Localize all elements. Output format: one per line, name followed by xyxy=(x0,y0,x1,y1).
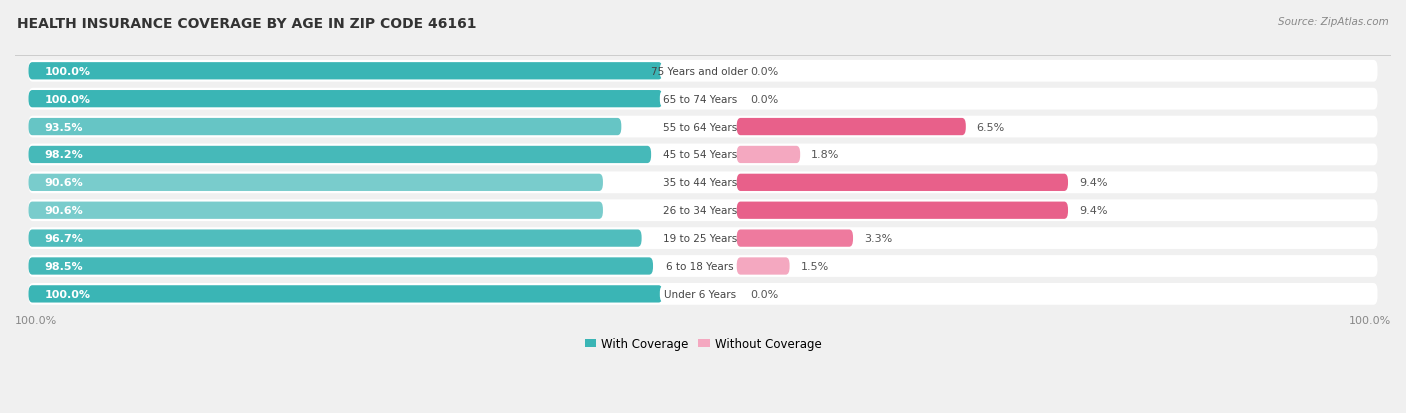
FancyBboxPatch shape xyxy=(659,230,733,247)
Text: 9.4%: 9.4% xyxy=(1078,206,1108,216)
Text: 93.5%: 93.5% xyxy=(45,122,83,132)
FancyBboxPatch shape xyxy=(659,147,733,163)
FancyBboxPatch shape xyxy=(28,285,662,303)
FancyBboxPatch shape xyxy=(28,200,1378,221)
FancyBboxPatch shape xyxy=(28,202,603,219)
Text: 26 to 34 Years: 26 to 34 Years xyxy=(662,206,737,216)
Text: 0.0%: 0.0% xyxy=(751,289,779,299)
FancyBboxPatch shape xyxy=(28,91,662,108)
FancyBboxPatch shape xyxy=(28,258,652,275)
Text: 1.8%: 1.8% xyxy=(811,150,839,160)
FancyBboxPatch shape xyxy=(659,91,733,107)
Text: Under 6 Years: Under 6 Years xyxy=(664,289,735,299)
FancyBboxPatch shape xyxy=(737,202,1069,219)
Text: 100.0%: 100.0% xyxy=(15,315,58,325)
Text: 0.0%: 0.0% xyxy=(751,66,779,76)
FancyBboxPatch shape xyxy=(28,147,651,164)
Text: 55 to 64 Years: 55 to 64 Years xyxy=(662,122,737,132)
FancyBboxPatch shape xyxy=(659,203,733,219)
Text: HEALTH INSURANCE COVERAGE BY AGE IN ZIP CODE 46161: HEALTH INSURANCE COVERAGE BY AGE IN ZIP … xyxy=(17,17,477,31)
Text: 100.0%: 100.0% xyxy=(45,66,90,76)
FancyBboxPatch shape xyxy=(28,119,621,136)
FancyBboxPatch shape xyxy=(659,258,733,274)
Text: 35 to 44 Years: 35 to 44 Years xyxy=(662,178,737,188)
FancyBboxPatch shape xyxy=(28,228,1378,249)
FancyBboxPatch shape xyxy=(28,144,1378,166)
Text: 75 Years and older: 75 Years and older xyxy=(651,66,748,76)
Text: 1.5%: 1.5% xyxy=(800,261,828,271)
FancyBboxPatch shape xyxy=(737,147,800,164)
FancyBboxPatch shape xyxy=(659,119,733,135)
FancyBboxPatch shape xyxy=(28,88,1378,110)
Text: 100.0%: 100.0% xyxy=(45,289,90,299)
Text: 100.0%: 100.0% xyxy=(1348,315,1391,325)
Text: 90.6%: 90.6% xyxy=(45,178,83,188)
Text: 6.5%: 6.5% xyxy=(977,122,1005,132)
Text: 65 to 74 Years: 65 to 74 Years xyxy=(662,95,737,104)
Text: 0.0%: 0.0% xyxy=(751,95,779,104)
Text: 98.2%: 98.2% xyxy=(45,150,83,160)
Text: 90.6%: 90.6% xyxy=(45,206,83,216)
FancyBboxPatch shape xyxy=(28,283,1378,305)
FancyBboxPatch shape xyxy=(28,230,641,247)
FancyBboxPatch shape xyxy=(28,63,662,80)
FancyBboxPatch shape xyxy=(28,116,1378,138)
FancyBboxPatch shape xyxy=(737,174,1069,192)
FancyBboxPatch shape xyxy=(659,286,733,302)
FancyBboxPatch shape xyxy=(28,256,1378,277)
FancyBboxPatch shape xyxy=(737,258,790,275)
Text: 100.0%: 100.0% xyxy=(45,95,90,104)
FancyBboxPatch shape xyxy=(659,175,733,191)
Text: Source: ZipAtlas.com: Source: ZipAtlas.com xyxy=(1278,17,1389,26)
Text: 19 to 25 Years: 19 to 25 Years xyxy=(662,233,737,244)
Text: 9.4%: 9.4% xyxy=(1078,178,1108,188)
Text: 98.5%: 98.5% xyxy=(45,261,83,271)
Text: 3.3%: 3.3% xyxy=(863,233,891,244)
FancyBboxPatch shape xyxy=(28,174,603,192)
FancyBboxPatch shape xyxy=(28,61,1378,83)
FancyBboxPatch shape xyxy=(737,119,966,136)
FancyBboxPatch shape xyxy=(659,64,733,80)
Legend: With Coverage, Without Coverage: With Coverage, Without Coverage xyxy=(579,332,827,355)
Text: 96.7%: 96.7% xyxy=(45,233,83,244)
Text: 6 to 18 Years: 6 to 18 Years xyxy=(666,261,734,271)
FancyBboxPatch shape xyxy=(737,230,853,247)
FancyBboxPatch shape xyxy=(28,172,1378,194)
Text: 45 to 54 Years: 45 to 54 Years xyxy=(662,150,737,160)
